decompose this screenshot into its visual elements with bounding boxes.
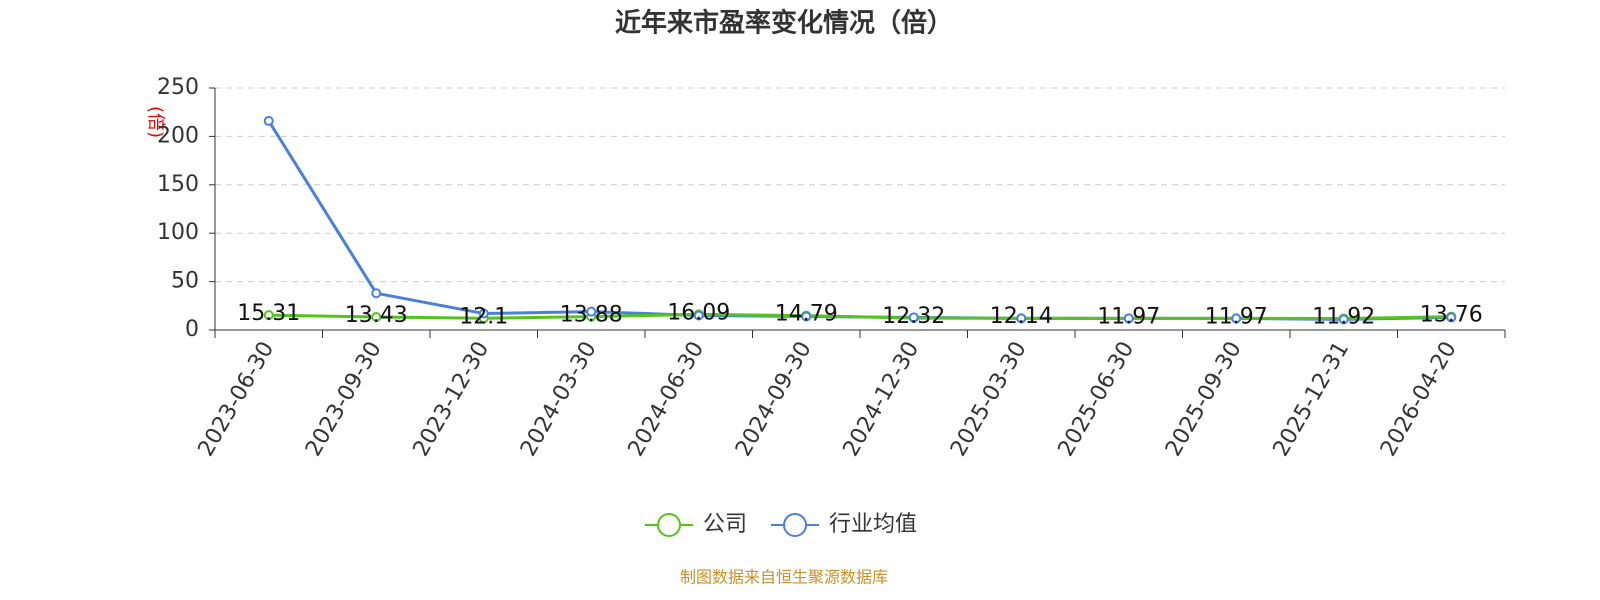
y-axis-label: (倍) <box>145 106 166 138</box>
data-label: 12.1 <box>459 304 508 329</box>
x-tick-label: 2023-12-30 <box>409 338 495 461</box>
data-point <box>586 306 597 317</box>
x-tick-label: 2025-06-30 <box>1054 338 1140 461</box>
x-tick-label: 2024-03-30 <box>516 338 602 461</box>
data-label: 12.14 <box>990 304 1053 329</box>
series-line <box>267 120 1452 321</box>
x-tick-label: 2026-04-20 <box>1376 338 1462 461</box>
y-tick-label: 200 <box>157 123 199 148</box>
x-tick-label: 2024-06-30 <box>624 338 710 461</box>
data-point <box>263 115 274 126</box>
chart-title: 近年来市盈率变化情况（倍） <box>615 8 953 39</box>
data-point <box>1016 313 1027 324</box>
data-point <box>908 312 919 323</box>
data-point <box>263 310 274 321</box>
y-tick-label: 0 <box>185 317 199 342</box>
data-point <box>801 311 812 322</box>
data-point <box>693 310 704 321</box>
x-tick-label: 2023-06-30 <box>194 338 280 461</box>
data-label: 12.32 <box>882 304 945 329</box>
data-point <box>1338 314 1349 325</box>
data-point <box>371 288 382 299</box>
x-tick-label: 2024-09-30 <box>731 338 817 461</box>
legend-label: 行业均值 <box>829 512 917 537</box>
data-label: 13.76 <box>1420 303 1483 328</box>
x-tick-label: 2025-09-30 <box>1161 338 1247 461</box>
legend-marker <box>783 513 808 537</box>
x-tick-label: 2024-12-30 <box>839 338 925 461</box>
data-point <box>1123 313 1134 324</box>
x-tick-label: 2025-12-31 <box>1269 338 1355 461</box>
data-label: 11.92 <box>1312 304 1375 329</box>
legend-label: 公司 <box>703 512 747 537</box>
data-label: 13.88 <box>560 303 623 328</box>
y-tick-label: 250 <box>157 75 199 100</box>
data-label: 11.97 <box>1097 304 1160 329</box>
x-tick-label: 2025-03-30 <box>946 338 1032 461</box>
legend-marker <box>657 513 681 537</box>
data-label: 13.43 <box>345 303 408 328</box>
data-label: 11.97 <box>1205 304 1268 329</box>
y-tick-label: 150 <box>157 172 199 197</box>
data-label: 15.31 <box>237 301 300 326</box>
x-tick-label: 2023-09-30 <box>301 338 387 461</box>
data-point <box>371 311 382 322</box>
data-label: 16.09 <box>667 300 730 325</box>
data-point <box>1446 312 1457 323</box>
y-tick-label: 100 <box>157 220 199 245</box>
data-point <box>478 308 489 319</box>
data-point <box>1231 313 1242 324</box>
source-note: 制图数据来自恒生聚源数据库 <box>680 568 888 587</box>
y-tick-label: 50 <box>171 269 199 294</box>
data-label: 14.79 <box>775 302 838 327</box>
series-line <box>268 312 1452 320</box>
